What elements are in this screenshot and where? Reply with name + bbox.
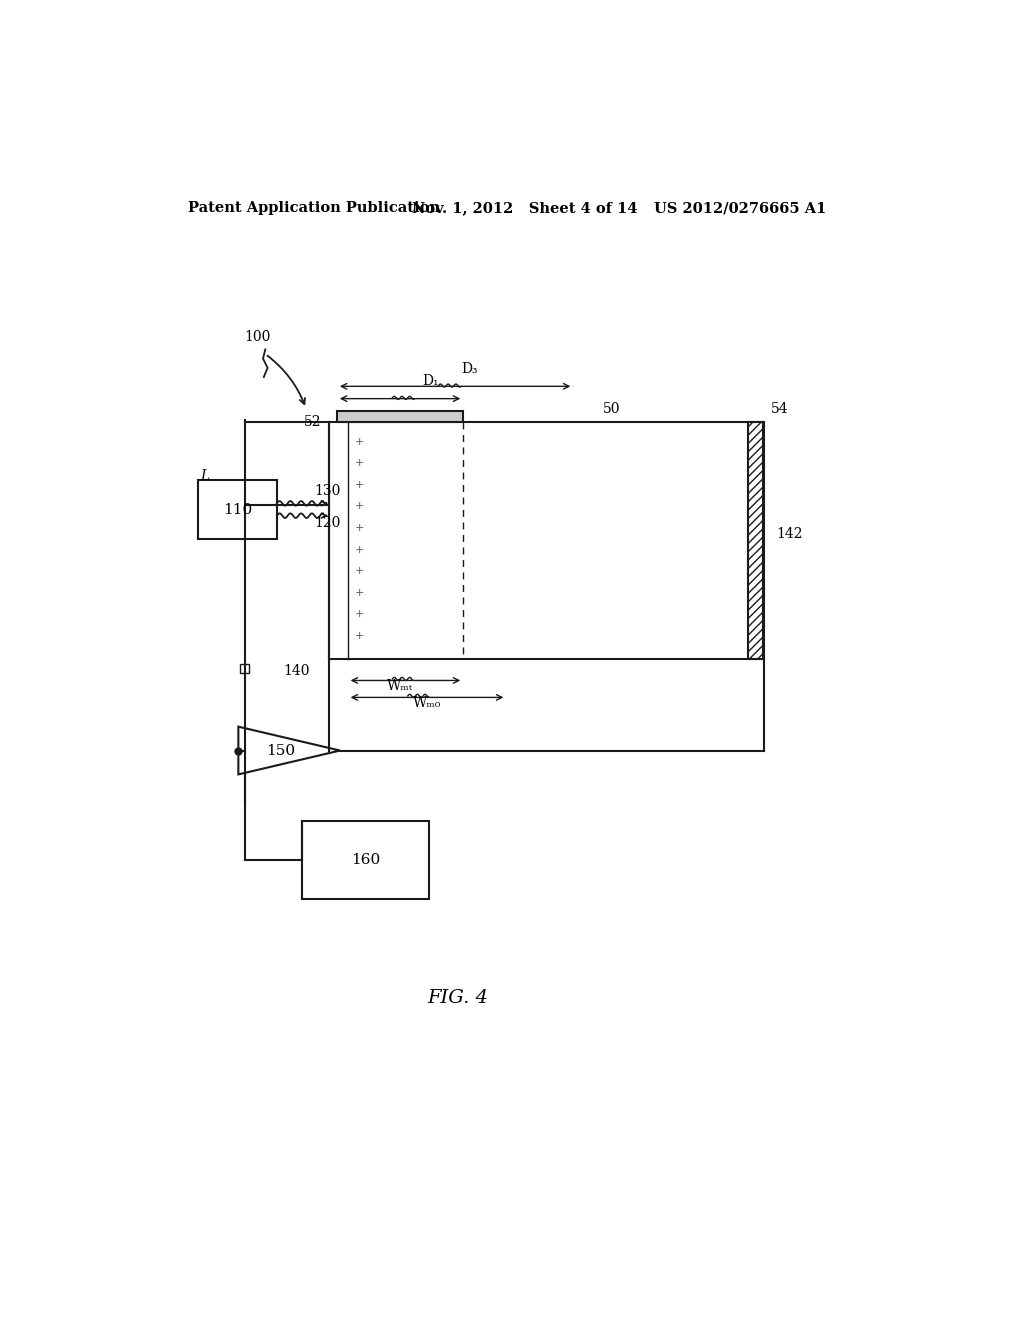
Text: +: + xyxy=(354,545,364,554)
Text: +: + xyxy=(354,610,364,619)
Text: 120: 120 xyxy=(313,516,340,531)
Bar xyxy=(330,422,764,659)
Bar xyxy=(240,664,249,673)
Text: +: + xyxy=(354,502,364,511)
Text: US 2012/0276665 A1: US 2012/0276665 A1 xyxy=(654,202,826,215)
Text: +: + xyxy=(354,523,364,533)
Text: D₃: D₃ xyxy=(461,362,477,376)
Text: 100: 100 xyxy=(245,330,271,345)
Text: 50: 50 xyxy=(603,401,621,416)
Text: L: L xyxy=(201,469,210,483)
Text: 54: 54 xyxy=(771,401,788,416)
Text: 142: 142 xyxy=(776,527,803,541)
Polygon shape xyxy=(239,726,340,775)
Text: 130: 130 xyxy=(313,484,340,498)
Bar xyxy=(337,411,463,422)
Bar xyxy=(749,422,764,659)
Text: 52: 52 xyxy=(304,414,322,429)
Text: 160: 160 xyxy=(351,853,380,867)
Text: FIG. 4: FIG. 4 xyxy=(427,989,488,1007)
Text: +: + xyxy=(354,566,364,576)
Text: +: + xyxy=(354,458,364,469)
Text: +: + xyxy=(354,437,364,446)
Text: Nov. 1, 2012   Sheet 4 of 14: Nov. 1, 2012 Sheet 4 of 14 xyxy=(412,202,637,215)
Bar xyxy=(199,480,276,539)
Bar xyxy=(301,821,429,899)
Text: Wₘ₀: Wₘ₀ xyxy=(413,696,441,710)
Text: +: + xyxy=(354,480,364,490)
Text: 140: 140 xyxy=(283,664,309,678)
Text: Patent Application Publication: Patent Application Publication xyxy=(188,202,440,215)
Text: +: + xyxy=(354,631,364,640)
Text: 150: 150 xyxy=(266,743,295,758)
Text: D₁: D₁ xyxy=(423,374,439,388)
Text: Wₘₜ: Wₘₜ xyxy=(387,678,414,693)
Text: 110: 110 xyxy=(223,503,252,516)
Text: +: + xyxy=(354,587,364,598)
